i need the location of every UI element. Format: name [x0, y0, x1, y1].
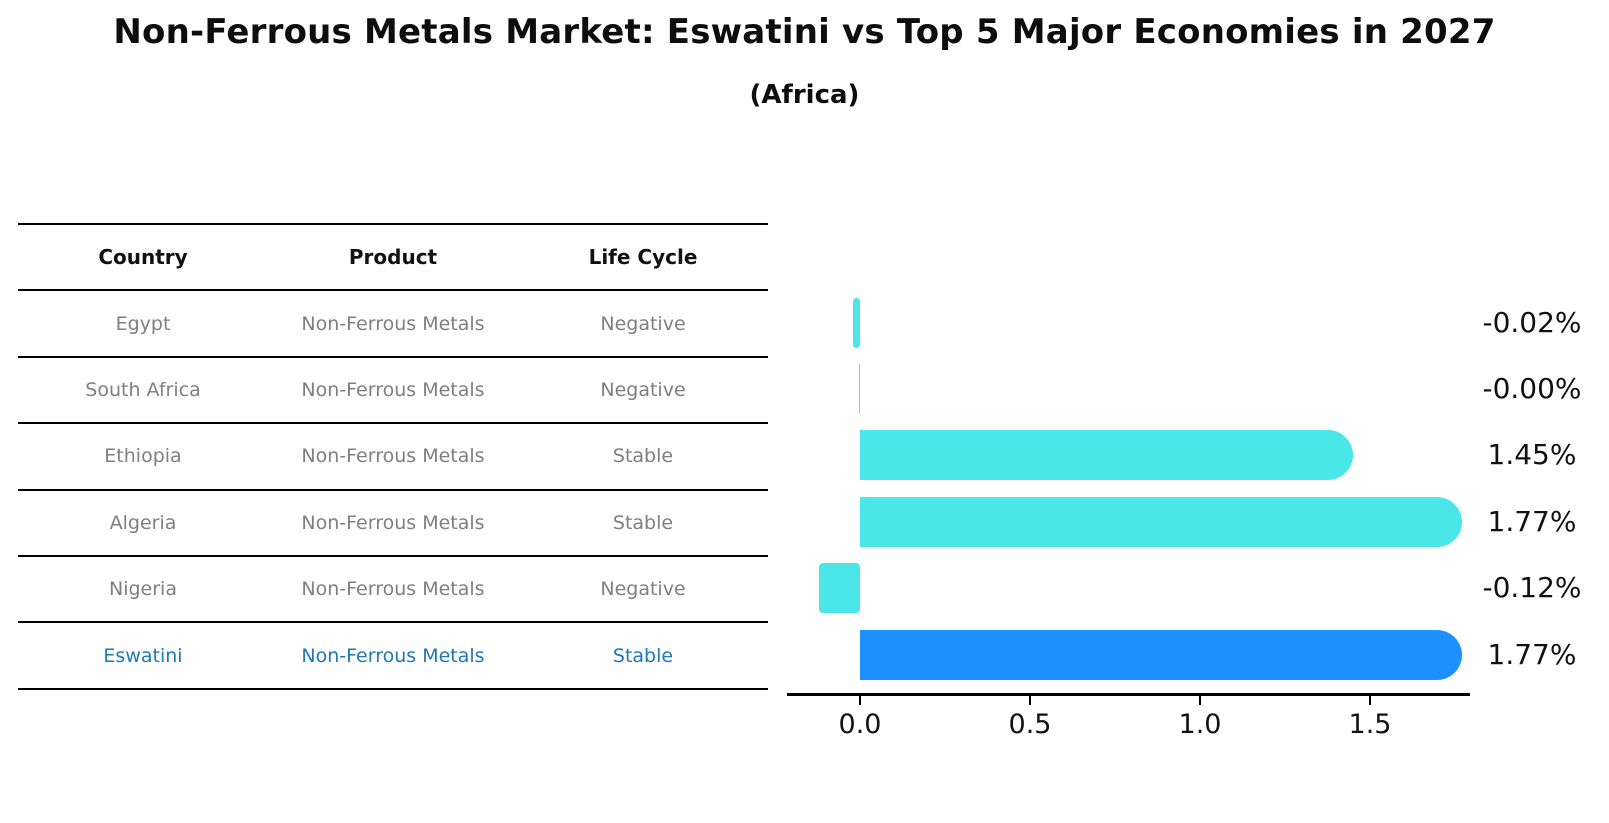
value-label-south-africa: -0.00% — [1482, 372, 1582, 405]
bar-egypt — [853, 297, 860, 348]
x-axis-tick — [1368, 693, 1372, 705]
cell-life-cycle: Negative — [600, 312, 686, 335]
cell-product: Non-Ferrous Metals — [301, 312, 485, 335]
table-row: Nigeria Non-Ferrous Metals Negative — [18, 557, 768, 624]
x-axis-tick-label: 1.0 — [1178, 709, 1222, 740]
cell-product: Non-Ferrous Metals — [301, 644, 485, 667]
value-label-algeria: 1.77% — [1487, 504, 1577, 538]
bar-eswatini — [860, 629, 1462, 680]
x-axis-tick — [858, 693, 862, 705]
x-axis-tick-label: 0.5 — [1008, 709, 1052, 740]
table-row: Egypt Non-Ferrous Metals Negative — [18, 291, 768, 358]
cell-product: Non-Ferrous Metals — [301, 445, 485, 468]
value-label-ethiopia: 1.45% — [1487, 438, 1577, 472]
cell-product: Non-Ferrous Metals — [301, 578, 485, 601]
cell-country: South Africa — [85, 378, 201, 401]
x-axis-tick-label: 0.0 — [838, 709, 882, 740]
cell-life-cycle: Negative — [600, 578, 686, 601]
table-header-row: Country Product Life Cycle — [18, 225, 768, 292]
table-row: Ethiopia Non-Ferrous Metals Stable — [18, 424, 768, 491]
cell-life-cycle: Stable — [612, 511, 674, 534]
cell-product: Non-Ferrous Metals — [301, 511, 485, 534]
bar-ethiopia — [860, 430, 1353, 481]
value-label-eswatini: 1.77% — [1487, 637, 1577, 671]
cell-country: Nigeria — [109, 578, 177, 601]
cell-country: Eswatini — [103, 644, 183, 667]
bar-nigeria — [819, 563, 860, 614]
bar-algeria — [860, 496, 1462, 547]
value-label-nigeria: -0.12% — [1482, 571, 1582, 605]
table-row: Algeria Non-Ferrous Metals Stable — [18, 491, 768, 557]
x-axis-line — [787, 693, 1470, 696]
chart-title: Non-Ferrous Metals Market: Eswatini vs T… — [113, 12, 1496, 52]
cell-product: Non-Ferrous Metals — [301, 378, 485, 401]
x-axis-tick — [1198, 693, 1202, 705]
cell-life-cycle: Stable — [612, 644, 674, 667]
table-row-eswatini: Eswatini Non-Ferrous Metals Stable — [18, 623, 768, 690]
column-header-life-cycle: Life Cycle — [588, 245, 698, 270]
table-row: South Africa Non-Ferrous Metals Negative — [18, 358, 768, 425]
country-table: Country Product Life Cycle Egypt Non-Fer… — [18, 223, 768, 690]
cell-country: Egypt — [115, 312, 171, 335]
chart-subtitle: (Africa) — [749, 80, 860, 110]
cell-life-cycle: Negative — [600, 378, 686, 401]
x-axis-tick — [1028, 693, 1032, 705]
cell-country: Algeria — [109, 511, 177, 534]
value-label-egypt: -0.02% — [1482, 305, 1582, 339]
cell-life-cycle: Stable — [612, 445, 674, 468]
x-axis-tick-label: 1.5 — [1348, 709, 1392, 740]
column-header-country: Country — [98, 245, 188, 270]
bar-south-africa — [858, 364, 860, 414]
column-header-product: Product — [348, 245, 438, 270]
cell-country: Ethiopia — [104, 445, 182, 468]
